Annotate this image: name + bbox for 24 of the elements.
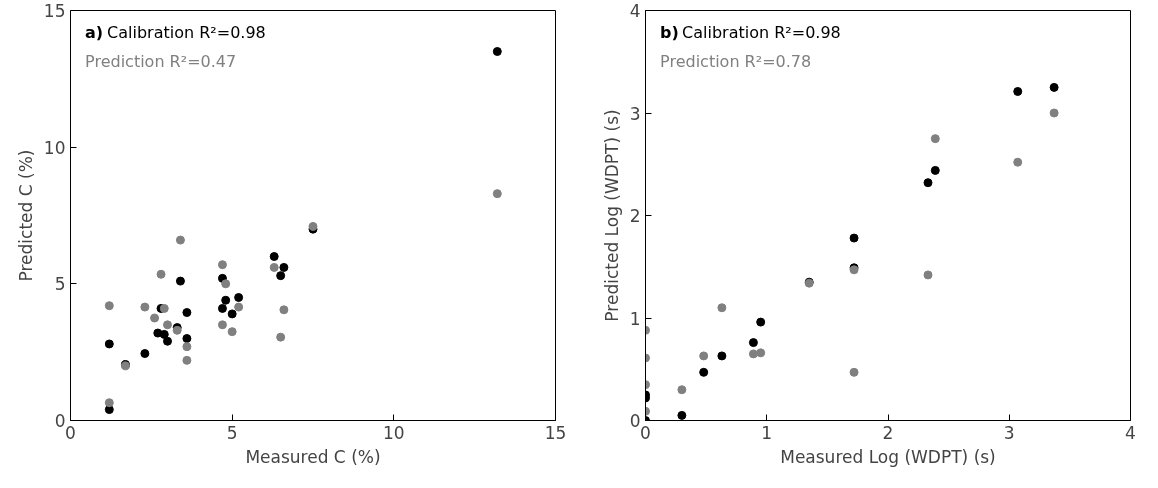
- y-tick-label: 1: [629, 308, 641, 329]
- x-tick-label: 4: [1125, 422, 1136, 443]
- text: Prediction R²=0.47: [85, 51, 237, 71]
- x-axis-title: Measured Log (WDPT) (s): [780, 446, 996, 467]
- annotation: b): [660, 22, 679, 42]
- y-tick-label: 15: [43, 1, 66, 21]
- y-tick-label: 3: [629, 103, 641, 124]
- text: Prediction R²=0.78: [660, 51, 812, 71]
- x-tick-label: 3: [1003, 422, 1015, 443]
- x-tick-label: 1: [761, 422, 773, 443]
- annotation: a): [85, 22, 104, 42]
- text: Calibration R²=0.98: [682, 22, 841, 42]
- x-tick-label: 15: [544, 422, 567, 443]
- x-axis-title: Measured C (%): [245, 446, 381, 467]
- y-axis-title: Predicted Log (WDPT) (s): [601, 109, 622, 322]
- x-tick-label: 10: [383, 422, 405, 443]
- x-tick-label: 5: [226, 422, 238, 443]
- y-axis-title: Predicted C (%): [15, 149, 36, 282]
- y-tick-label: 4: [629, 1, 641, 21]
- y-tick-label: 5: [54, 274, 66, 295]
- text: Calibration R²=0.98: [107, 22, 266, 42]
- y-tick-label: 10: [43, 137, 66, 158]
- x-tick-label: 2: [882, 422, 894, 443]
- y-tick-label: 2: [629, 206, 641, 226]
